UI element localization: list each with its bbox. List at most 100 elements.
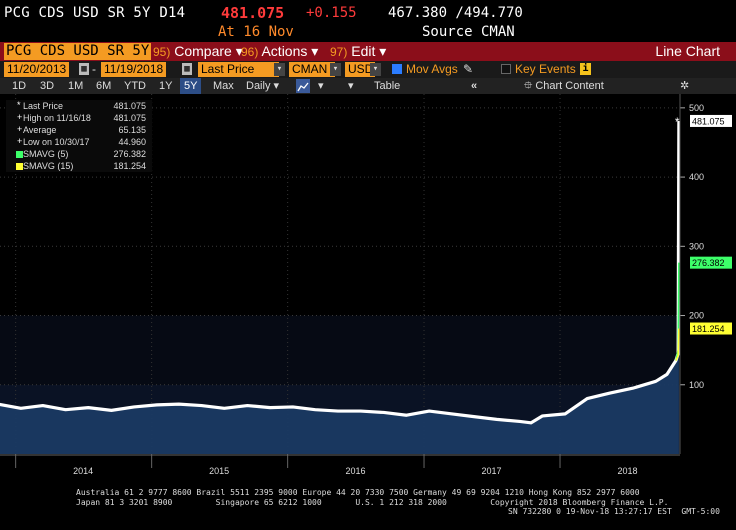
period-1y[interactable]: 1Y [159, 80, 173, 92]
footer-copyright-line: Japan 81 3 3201 8900 Singapore 65 6212 1… [76, 498, 669, 507]
average-marker-icon: + [17, 124, 23, 134]
legend-name: Last Price [23, 101, 64, 111]
legend-value: 65.135 [118, 125, 146, 135]
chevron-down-icon: ▾ [311, 43, 319, 59]
value-tag-label: 276.382 [692, 258, 725, 268]
last-price-marker: * [675, 115, 680, 129]
legend-name: Low on 10/30/17 [23, 137, 90, 147]
last-price: 481.075 [221, 4, 285, 22]
compare-menu[interactable]: 95) Compare ▾ [153, 42, 243, 61]
value-tag-box [690, 114, 732, 127]
edit-menu-label: Edit [351, 43, 376, 59]
legend-name: SMAVG (5) [23, 149, 69, 159]
x-tick-label: 2018 [617, 466, 637, 476]
frequency-select[interactable]: Daily ▾ [246, 78, 279, 94]
high-marker-icon: + [17, 112, 23, 122]
pencil-icon[interactable]: ✎ [463, 62, 474, 76]
security-field[interactable]: PCG CDS USD SR 5Y [4, 43, 152, 60]
chevron-down-icon: ▾ [273, 80, 280, 92]
field-select[interactable]: Last Price [198, 62, 279, 77]
collapse-icon[interactable]: « [471, 80, 478, 92]
chart-content-button[interactable]: ⯐ Chart Content [524, 78, 604, 94]
period-6m[interactable]: 6M [96, 80, 112, 92]
calendar-icon[interactable]: ▦ [79, 63, 89, 75]
smavg15-swatch [16, 163, 23, 170]
line-chart-icon[interactable] [296, 79, 310, 93]
y-tick-label: 200 [689, 311, 704, 321]
end-date-field[interactable]: 11/19/2018 [101, 62, 167, 77]
y-tick-label: 400 [689, 172, 704, 182]
footer: Australia 61 2 9777 8600 Brazil 5511 239… [0, 484, 736, 530]
legend-name: SMAVG (15) [23, 161, 74, 171]
menu-bar: PCG CDS USD SR 5Y 95) Compare ▾ 96) Acti… [0, 42, 736, 61]
value-tag-label: 181.254 [692, 324, 725, 334]
legend-name: High on 11/16/18 [23, 113, 91, 123]
chevron-down-icon[interactable]: ▾ [318, 80, 324, 92]
chart-type-label[interactable]: Line Chart [655, 43, 720, 59]
start-date-field[interactable]: 11/20/2013 [4, 62, 70, 77]
compare-menu-number: 95) [153, 45, 171, 59]
legend-value: 481.075 [113, 113, 146, 123]
x-tick-label: 2017 [481, 466, 501, 476]
y-tick-label: 100 [689, 380, 704, 390]
price-chart[interactable]: * 100 200 300 400 500 481.075 276.382 181.254 201… [0, 94, 736, 530]
legend-item: + High on 11/16/18 481.075 [6, 113, 152, 124]
price-source: Source CMAN [422, 24, 515, 40]
table-button[interactable]: Table [374, 80, 401, 92]
actions-menu-label: Actions [261, 43, 308, 59]
chevron-down-icon: ▾ [235, 43, 243, 59]
mov-avgs-checkbox[interactable] [392, 64, 402, 74]
legend-value: 276.382 [113, 149, 146, 159]
legend-value: 44.960 [118, 137, 146, 147]
chevron-down-icon[interactable]: ▾ [274, 63, 285, 76]
source-select[interactable]: CMAN [289, 62, 335, 77]
edit-menu[interactable]: 97) Edit ▾ [330, 42, 386, 61]
x-axis-band [0, 454, 736, 484]
chevron-down-icon[interactable]: ▾ [370, 63, 381, 76]
info-icon[interactable]: i [580, 63, 591, 75]
legend-item: * Last Price 481.075 [6, 101, 152, 112]
gear-icon[interactable]: ✲ [680, 80, 690, 92]
ticker-title: PCG CDS USD SR 5Y D14 [4, 5, 186, 21]
series-line-last-price [0, 120, 681, 425]
period-3d[interactable]: 3D [40, 80, 55, 92]
chart-canvas: * 100 200 300 400 500 481.075 276.382 181.254 201… [0, 94, 736, 484]
legend-item: SMAVG (15) 181.254 [6, 161, 152, 172]
value-tag-box [690, 322, 732, 335]
date-separator: - [92, 62, 96, 76]
legend-item: SMAVG (5) 276.382 [6, 149, 152, 160]
key-events-checkbox[interactable] [501, 64, 511, 74]
chevron-down-icon[interactable]: ▾ [330, 63, 341, 76]
chevron-down-icon: ▾ [379, 43, 387, 59]
last-price-marker-icon: * [17, 100, 21, 110]
period-5y[interactable]: 5Y [180, 78, 202, 94]
chart-content-icon: ⯐ [524, 80, 533, 92]
actions-menu[interactable]: 96) Actions ▾ [241, 42, 318, 61]
chevron-down-icon[interactable]: ▾ [348, 80, 354, 92]
line-chart-icon-graphic [297, 82, 309, 92]
actions-menu-number: 96) [241, 45, 259, 59]
period-max[interactable]: Max [213, 80, 234, 92]
y-tick-label: 300 [689, 241, 704, 251]
control-bar: 11/20/2013 ▦ - 11/19/2018 ▦ Last Price ▾… [0, 61, 736, 78]
legend-name: Average [23, 125, 57, 135]
chart-content-label: Chart Content [535, 80, 604, 92]
security-header: PCG CDS USD SR 5Y D14 481.075 +0.155 467… [0, 0, 736, 44]
chart-legend[interactable]: * Last Price 481.075 + High on 11/16/18 481.… [6, 100, 152, 172]
calendar-icon[interactable]: ▦ [182, 63, 192, 75]
compare-menu-label: Compare [174, 43, 232, 59]
key-events-label[interactable]: Key Events [515, 62, 576, 76]
currency-select[interactable]: USD [345, 62, 375, 77]
period-1d[interactable]: 1D [12, 80, 27, 92]
legend-item: + Average 65.135 [6, 125, 152, 136]
mov-avgs-label[interactable]: Mov Avgs [406, 62, 458, 76]
bid-ask-range: 467.380 /494.770 [388, 5, 523, 21]
frequency-label: Daily [246, 80, 271, 92]
value-tag-box [690, 256, 732, 269]
plot-band [0, 315, 680, 385]
smavg5-swatch [16, 151, 23, 158]
y-tick-label: 500 [689, 103, 704, 113]
period-1m[interactable]: 1M [68, 80, 84, 92]
period-ytd[interactable]: YTD [124, 80, 146, 92]
price-change: +0.155 [306, 5, 357, 21]
